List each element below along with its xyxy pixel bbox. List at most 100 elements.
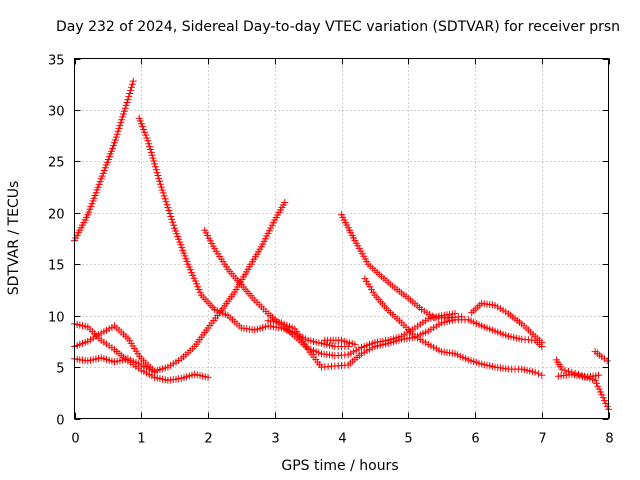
y-axis-ticks: 0 5 10 15 20 25 30 35 xyxy=(48,54,609,429)
x-axis-title: GPS time / hours xyxy=(281,458,398,474)
data-point-marker xyxy=(125,93,133,101)
data-point-marker xyxy=(565,367,572,375)
data-point-marker xyxy=(145,140,153,148)
data-point-marker xyxy=(538,338,546,346)
data-point-marker xyxy=(344,343,352,350)
data-point-marker xyxy=(149,154,157,162)
data-point-marker xyxy=(594,382,602,390)
data-point-marker xyxy=(161,195,169,203)
data-point-marker xyxy=(163,201,171,209)
data-point-marker xyxy=(169,218,177,226)
data-point-marker xyxy=(155,174,163,182)
series-track-11 xyxy=(552,356,612,413)
series-track-5 xyxy=(71,320,212,384)
data-point-marker xyxy=(534,370,542,378)
series-track-13 xyxy=(591,348,611,365)
series-track-10 xyxy=(468,299,546,346)
data-point-marker xyxy=(561,366,569,374)
data-point-marker xyxy=(139,123,146,131)
x-axis-ticks: 0 1 2 3 4 5 6 7 8 xyxy=(71,58,614,447)
x-tick-label: 7 xyxy=(538,432,546,447)
data-point-marker xyxy=(281,199,289,206)
x-tick-label: 8 xyxy=(605,432,613,447)
data-point-marker xyxy=(458,313,466,321)
data-point-marker xyxy=(124,96,132,104)
data-point-marker xyxy=(558,365,566,373)
data-point-marker xyxy=(126,90,134,97)
y-tick-label: 35 xyxy=(48,54,65,69)
y-tick-label: 0 xyxy=(56,414,64,429)
data-point-marker xyxy=(170,221,178,229)
y-tick-label: 15 xyxy=(48,259,65,274)
y-tick-label: 25 xyxy=(48,156,65,171)
series-track-3 xyxy=(201,226,459,360)
data-point-marker xyxy=(153,169,161,177)
data-point-marker xyxy=(142,131,150,139)
data-point-marker xyxy=(114,127,122,135)
data-point-marker xyxy=(575,370,582,378)
data-point-marker xyxy=(168,215,176,223)
data-point-marker xyxy=(111,136,119,144)
data-point-marker xyxy=(121,104,129,112)
data-point-marker xyxy=(157,183,165,191)
y-axis-title: SDTVAR / TECUs xyxy=(6,181,22,296)
data-point-marker xyxy=(598,391,606,399)
series-track-8 xyxy=(338,211,466,322)
plot-frame xyxy=(74,58,609,419)
series-track-7 xyxy=(264,316,546,371)
data-point-marker xyxy=(165,207,173,215)
data-point-marker xyxy=(531,368,539,376)
data-point-marker xyxy=(151,163,159,171)
data-point-marker xyxy=(129,77,137,85)
data-point-marker xyxy=(167,213,175,220)
x-tick-label: 4 xyxy=(338,432,346,447)
series-track-9 xyxy=(321,275,546,379)
data-point-marker xyxy=(119,113,127,121)
data-point-marker xyxy=(166,210,174,217)
x-tick-label: 5 xyxy=(404,432,412,447)
series-track-12 xyxy=(554,370,602,381)
chart-title: Day 232 of 2024, Sidereal Day-to-day VTE… xyxy=(56,19,620,35)
data-point-marker xyxy=(601,397,608,405)
grid xyxy=(74,58,609,419)
data-point-marker xyxy=(112,133,120,141)
data-point-marker xyxy=(191,277,199,285)
y-tick-label: 5 xyxy=(56,362,64,377)
data-point-marker xyxy=(538,371,546,379)
data-point-marker xyxy=(599,394,607,402)
x-tick-label: 0 xyxy=(71,432,79,447)
data-point-marker xyxy=(351,340,359,348)
data-point-marker xyxy=(128,80,136,88)
data-point-marker xyxy=(122,101,130,109)
data-point-marker xyxy=(204,373,212,381)
data-point-marker xyxy=(595,385,603,393)
data-point-marker xyxy=(160,192,168,200)
data-point-marker xyxy=(144,137,152,145)
data-point-marker xyxy=(158,186,166,194)
x-tick-label: 1 xyxy=(137,432,145,447)
data-point-marker xyxy=(156,180,164,188)
y-tick-label: 20 xyxy=(48,208,65,223)
data-point-marker xyxy=(156,177,164,185)
x-tick-label: 3 xyxy=(271,432,279,447)
data-point-marker xyxy=(154,172,162,179)
data-point-marker xyxy=(593,379,600,387)
data-point-marker xyxy=(159,189,167,197)
data-point-marker xyxy=(591,376,599,384)
data-point-marker xyxy=(128,83,135,91)
data-point-marker xyxy=(117,119,125,127)
data-point-marker xyxy=(164,204,172,212)
data-point-marker xyxy=(150,157,158,165)
data-point-marker xyxy=(123,99,131,106)
y-tick-label: 10 xyxy=(48,311,65,326)
data-point-marker xyxy=(595,371,602,379)
data-point-marker xyxy=(162,198,170,206)
data-point-marker xyxy=(113,130,121,138)
data-point-marker xyxy=(127,86,135,94)
data-point-marker xyxy=(603,357,611,365)
series-track-4 xyxy=(71,199,289,375)
data-point-marker xyxy=(151,368,159,376)
data-markers xyxy=(71,77,612,413)
series-track-2 xyxy=(135,114,352,350)
